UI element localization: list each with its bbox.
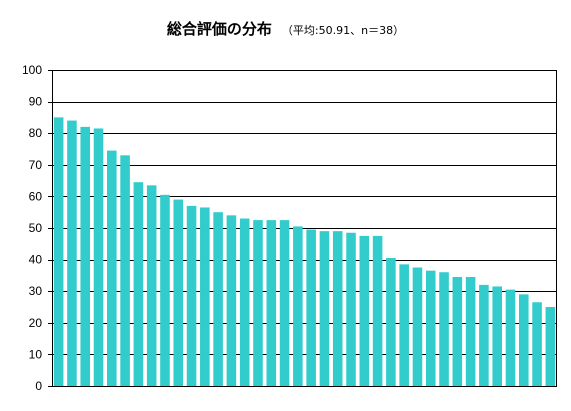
bar: [465, 276, 476, 386]
chart-title: 総合評価の分布: [166, 20, 272, 38]
title-row: 総合評価の分布 （平均:50.91、n＝38）: [0, 18, 571, 39]
bar: [439, 272, 449, 386]
bar: [425, 270, 436, 386]
bar: [293, 226, 303, 386]
bar: [346, 232, 356, 386]
bar: [319, 231, 330, 386]
bar: [386, 258, 396, 386]
bar: [186, 205, 197, 386]
bar: [133, 182, 144, 386]
bar: [213, 212, 223, 386]
bar: [372, 235, 383, 386]
bar: [160, 194, 170, 386]
bar: [107, 150, 117, 386]
bar: [226, 215, 237, 386]
bar: [67, 120, 77, 386]
y-tick-label: 40: [29, 253, 43, 267]
y-tick-label: 70: [29, 158, 43, 172]
bar: [53, 117, 64, 387]
y-tick-label: 20: [29, 316, 43, 330]
bar: [146, 185, 157, 386]
bars: [53, 117, 556, 387]
bar: [80, 126, 91, 386]
y-tick-label: 0: [35, 379, 42, 393]
bar: [532, 302, 542, 386]
bar: [253, 220, 263, 386]
bar: [492, 286, 502, 386]
plot-frame: [52, 70, 557, 387]
chart-subtitle: （平均:50.91、n＝38）: [281, 24, 405, 37]
y-tick-label: 10: [29, 347, 43, 361]
bar: [479, 284, 489, 386]
y-tick-label: 60: [29, 189, 43, 203]
bar: [399, 264, 409, 386]
y-tick-label: 90: [29, 95, 43, 109]
bar: [266, 220, 277, 386]
bar: [518, 294, 529, 386]
y-tick-labels: 0 10 20 30 40 50 60 70 80 90 100: [22, 63, 42, 393]
bar: [279, 220, 290, 386]
y-tick-label: 100: [22, 63, 42, 77]
y-tick-label: 30: [29, 284, 43, 298]
bar: [412, 267, 423, 386]
y-tick-label: 50: [29, 221, 43, 235]
bar: [93, 128, 104, 386]
bar: [545, 307, 556, 386]
bar: [120, 155, 130, 386]
bar: [306, 229, 316, 386]
bar: [359, 235, 370, 386]
bar: [200, 207, 210, 386]
bar: [452, 276, 463, 386]
axes: [48, 70, 557, 387]
bar: [173, 199, 184, 386]
y-tick-label: 80: [29, 126, 43, 140]
bar: [505, 289, 516, 386]
bar: [239, 218, 250, 386]
bar: [332, 231, 343, 386]
